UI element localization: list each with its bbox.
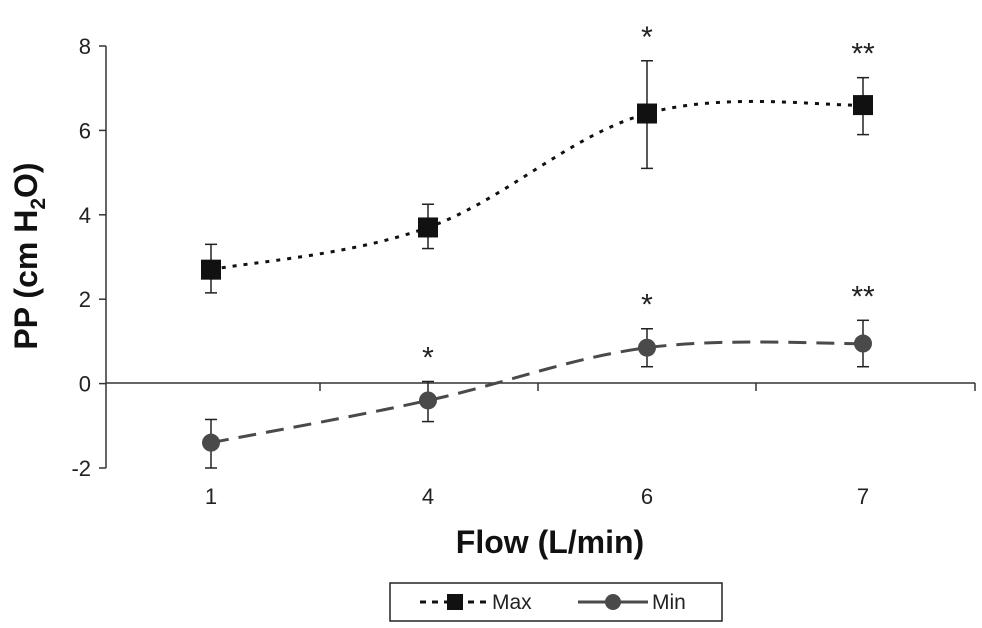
legend-max-label: Max [492, 591, 532, 614]
y-axis-title-main: PP (cm H [8, 210, 44, 350]
series-min [202, 319, 872, 469]
significance-marker: * [641, 21, 653, 54]
x-tick-label: 4 [422, 484, 434, 509]
y-axis-title-subscript: 2 [27, 198, 50, 210]
significance-marker: * [422, 341, 434, 374]
y-axis-title: PP (cm H2O) [8, 162, 50, 349]
data-point-circle [854, 334, 872, 353]
y-tick-label: 8 [79, 34, 91, 59]
x-tick-label: 1 [205, 484, 217, 509]
legend-item-max: Max [420, 591, 532, 614]
data-point-circle [419, 391, 437, 410]
data-point-square [637, 103, 657, 124]
series-layer [201, 60, 873, 469]
x-tick-label: 6 [641, 484, 653, 509]
legend-max-marker [447, 594, 463, 610]
series-line [210, 99, 864, 272]
significance-annotations: ***** ** [422, 21, 875, 375]
x-axis-title: Flow (L/min) [456, 524, 644, 560]
significance-marker: * [641, 289, 653, 322]
y-ticks: -2 0 2 4 6 8 [71, 34, 106, 481]
legend-item-min: Min [578, 591, 686, 614]
legend: Max Min [389, 582, 723, 622]
data-point-square [418, 217, 438, 238]
y-tick-label: 2 [79, 287, 91, 312]
data-point-circle [638, 338, 656, 357]
x-tick-label: 7 [857, 484, 869, 509]
data-point-square [201, 259, 221, 280]
legend-min-label: Min [652, 591, 686, 614]
y-axis-title-end: O) [8, 162, 44, 198]
x-ticks: 1 4 6 7 [205, 383, 976, 509]
series-line [210, 340, 864, 445]
y-tick-label: -2 [71, 456, 91, 481]
legend-min-marker [605, 594, 621, 610]
y-tick-label: 6 [79, 118, 91, 143]
y-tick-label: 4 [79, 203, 91, 228]
significance-marker: ** [851, 38, 875, 71]
y-tick-label: 0 [79, 372, 91, 397]
axes [105, 46, 975, 468]
data-point-circle [202, 433, 220, 452]
significance-marker: ** [851, 280, 875, 313]
series-max [201, 60, 873, 294]
data-point-square [853, 95, 873, 116]
